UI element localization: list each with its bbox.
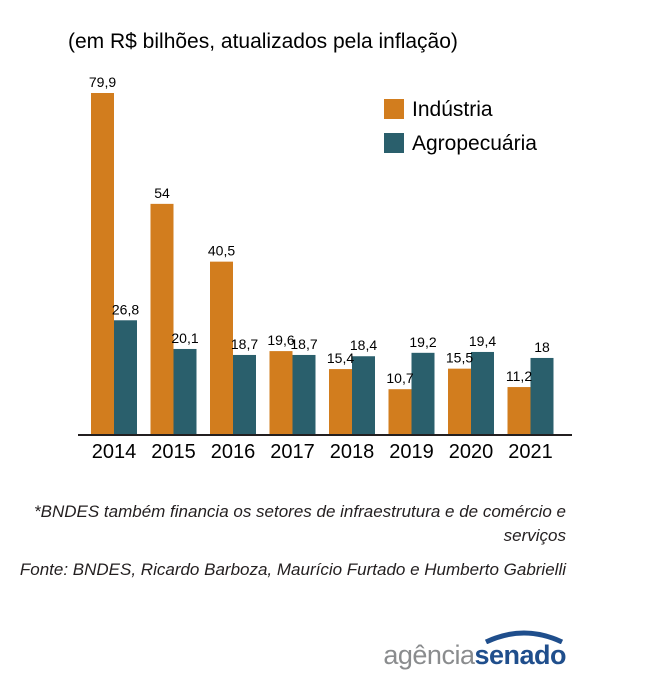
value-label: 18,7 [290, 336, 317, 352]
bar-agropecuaria-2020 [471, 351, 494, 435]
bar-chart: (em R$ bilhões, atualizados pela inflaçã… [68, 30, 572, 463]
bar-agropecuaria-2019 [411, 352, 435, 435]
chart-subtitle: (em R$ bilhões, atualizados pela inflaçã… [68, 30, 458, 53]
value-label: 26,8 [112, 301, 139, 317]
bar-agropecuaria-2014 [114, 320, 137, 435]
value-label: 19,6 [267, 332, 294, 348]
x-tick-label: 2014 [92, 441, 137, 463]
x-tick-label: 2017 [270, 441, 315, 463]
legend: Indústria Agropecuária [384, 98, 537, 155]
bar-industria-2017 [269, 351, 293, 435]
bar-industria-2021 [507, 387, 531, 435]
legend-label-industria: Indústria [412, 98, 493, 121]
logo-arc-icon [484, 630, 564, 644]
bar-industria-2016 [210, 261, 233, 435]
bar-agropecuaria-2015 [173, 348, 197, 435]
bar-industria-2020 [448, 368, 471, 435]
x-tick-label: 2019 [389, 441, 434, 463]
x-tick-labels: 2014 2015 2016 2017 2018 2019 2020 2021 [92, 441, 553, 463]
agencia-senado-logo: agênciasenado [383, 640, 566, 671]
chart-notes: *BNDES também financia os setores de inf… [0, 500, 566, 592]
value-label: 79,9 [89, 74, 116, 90]
value-label: 15,4 [327, 350, 354, 366]
footnote: *BNDES também financia os setores de inf… [34, 502, 566, 545]
value-label: 11,2 [506, 368, 532, 384]
bar-agropecuaria-2016 [233, 354, 256, 435]
x-tick-label: 2021 [508, 441, 553, 463]
bar-industria-2019 [388, 389, 412, 435]
value-label: 20,1 [171, 330, 198, 346]
value-label: 19,2 [409, 334, 436, 350]
bar-agropecuaria-2018 [352, 356, 375, 435]
value-label: 18 [534, 339, 550, 355]
bar-industria-2015 [150, 203, 174, 435]
legend-swatch-agropecuaria [384, 133, 404, 153]
bar-agropecuaria-2017 [292, 354, 316, 435]
value-label: 10,7 [386, 370, 413, 386]
bar-industria-2014 [91, 93, 114, 435]
value-label: 54 [154, 185, 170, 201]
source-note: Fonte: BNDES, Ricardo Barboza, Maurício … [19, 560, 566, 579]
logo-text-senado: senado [474, 640, 566, 670]
x-tick-label: 2020 [449, 441, 494, 463]
value-label: 19,4 [469, 333, 496, 349]
value-label: 18,4 [350, 337, 377, 353]
x-tick-label: 2016 [211, 441, 256, 463]
value-label: 15,5 [446, 350, 473, 366]
bars [91, 93, 554, 435]
value-label: 18,7 [231, 336, 258, 352]
bar-agropecuaria-2021 [530, 357, 554, 435]
x-tick-label: 2015 [151, 441, 196, 463]
x-tick-label: 2018 [330, 441, 375, 463]
legend-swatch-industria [384, 99, 404, 119]
legend-label-agropecuaria: Agropecuária [412, 132, 537, 155]
bar-industria-2018 [329, 369, 352, 435]
logo-text-agencia: agência [383, 640, 475, 670]
value-label: 40,5 [208, 243, 235, 259]
